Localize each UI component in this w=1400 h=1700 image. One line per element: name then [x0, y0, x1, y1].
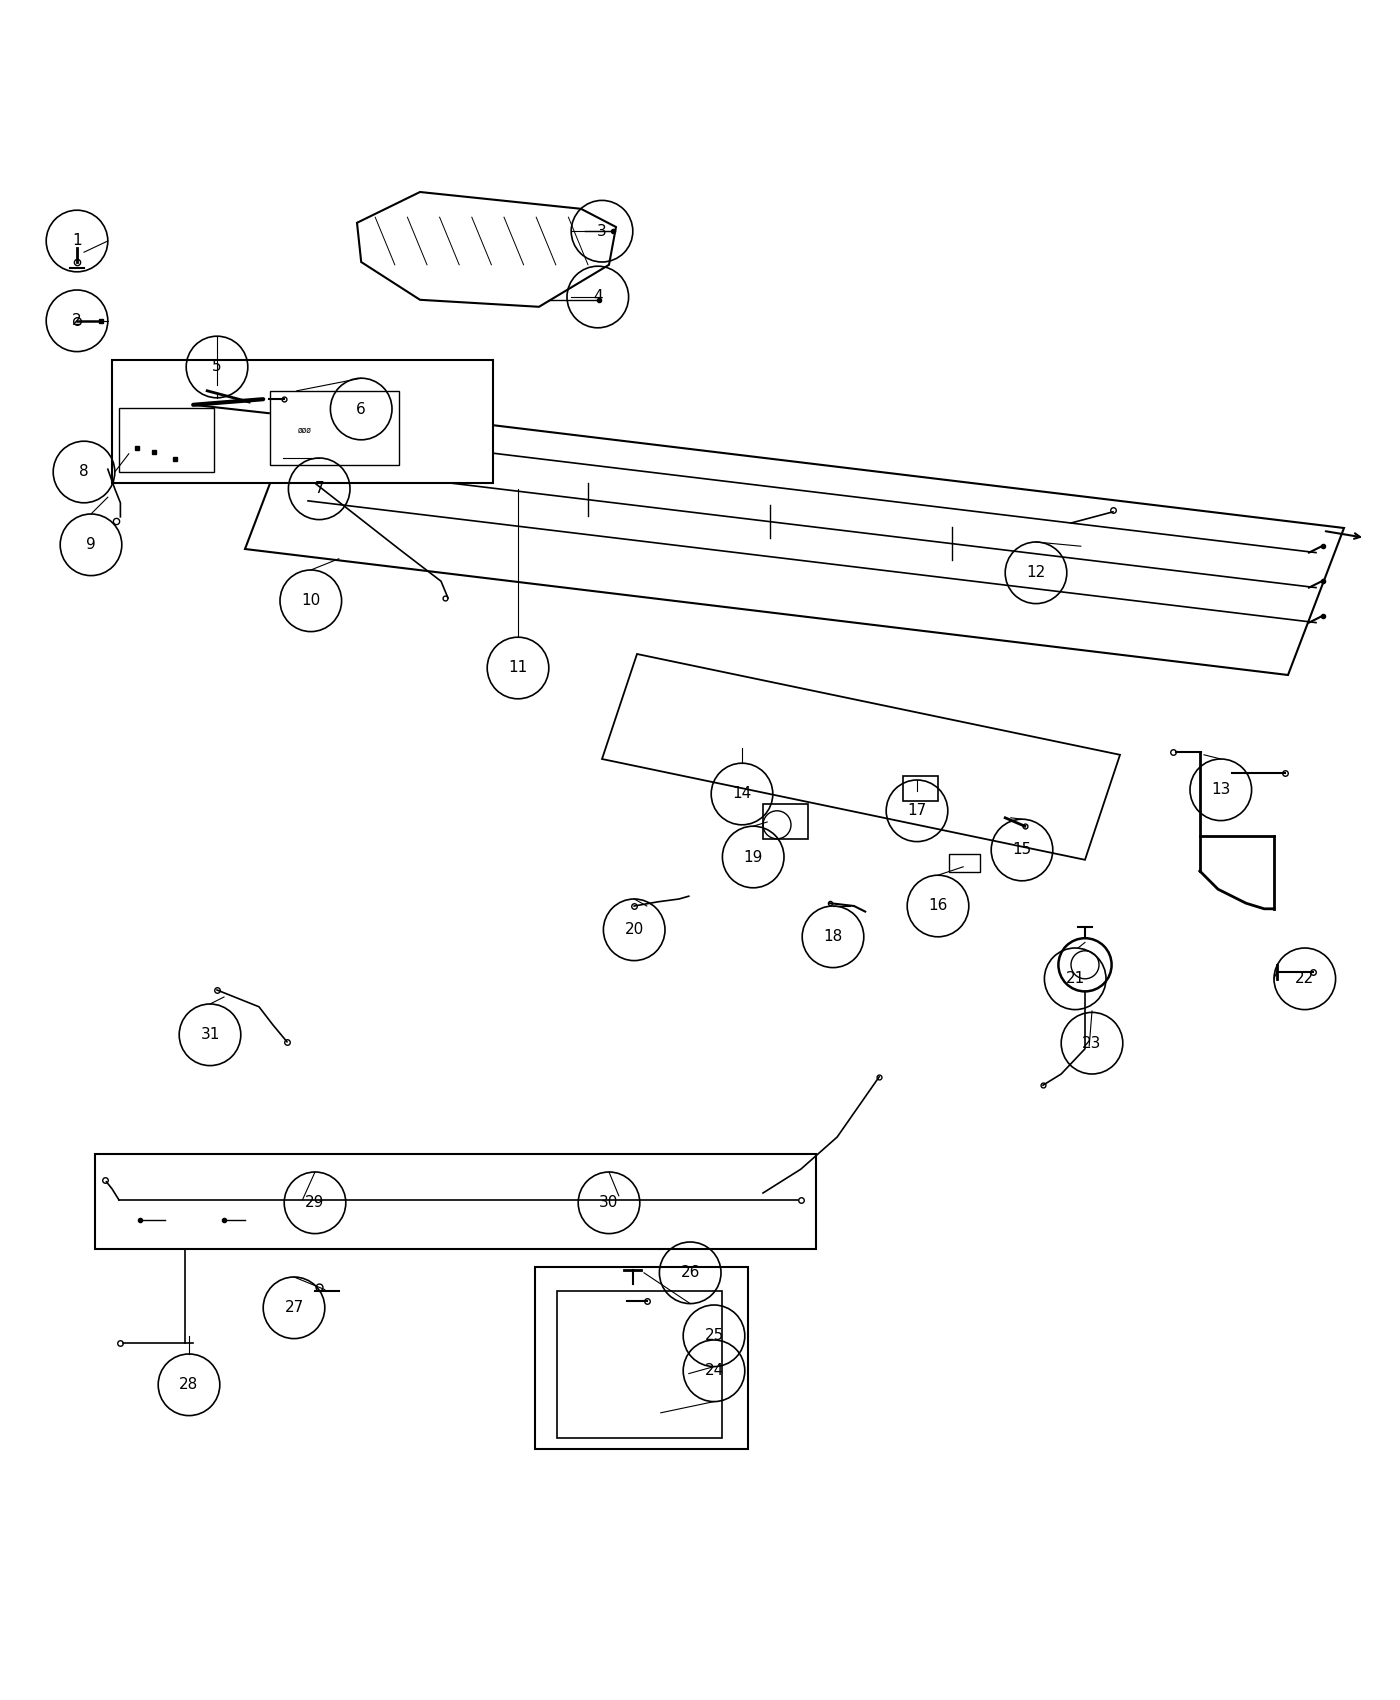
- Text: 1: 1: [73, 233, 81, 248]
- Text: 22: 22: [1295, 971, 1315, 986]
- Text: 19: 19: [743, 850, 763, 865]
- Text: 28: 28: [179, 1377, 199, 1392]
- Text: 12: 12: [1026, 566, 1046, 580]
- Text: 31: 31: [200, 1027, 220, 1042]
- Text: 29: 29: [305, 1195, 325, 1210]
- Text: 4: 4: [594, 289, 602, 304]
- Text: 20: 20: [624, 923, 644, 937]
- Bar: [95, 1154, 816, 1250]
- Text: 21: 21: [1065, 971, 1085, 986]
- Text: 6: 6: [357, 401, 365, 416]
- Text: 18: 18: [823, 930, 843, 944]
- Text: 17: 17: [907, 804, 927, 818]
- Text: 11: 11: [508, 661, 528, 675]
- Bar: [112, 360, 493, 483]
- Text: øøø: øøø: [298, 425, 312, 435]
- Text: 24: 24: [704, 1363, 724, 1379]
- Bar: [557, 1290, 722, 1438]
- Text: 10: 10: [301, 593, 321, 609]
- Text: 25: 25: [704, 1328, 724, 1343]
- Text: 7: 7: [315, 481, 323, 496]
- Bar: [119, 408, 214, 473]
- Text: 8: 8: [80, 464, 88, 479]
- Text: 23: 23: [1082, 1035, 1102, 1051]
- Bar: [903, 775, 938, 801]
- Text: 15: 15: [1012, 843, 1032, 857]
- Text: 16: 16: [928, 899, 948, 913]
- Text: 3: 3: [598, 224, 606, 238]
- Text: 30: 30: [599, 1195, 619, 1210]
- Text: 26: 26: [680, 1265, 700, 1280]
- Bar: [949, 853, 980, 872]
- Text: 27: 27: [284, 1300, 304, 1316]
- Text: 2: 2: [73, 313, 81, 328]
- Bar: [763, 804, 808, 838]
- Bar: [270, 391, 399, 466]
- Text: 13: 13: [1211, 782, 1231, 797]
- Text: 14: 14: [732, 787, 752, 801]
- Bar: [535, 1266, 748, 1448]
- Text: 5: 5: [213, 359, 221, 374]
- Text: 9: 9: [87, 537, 95, 553]
